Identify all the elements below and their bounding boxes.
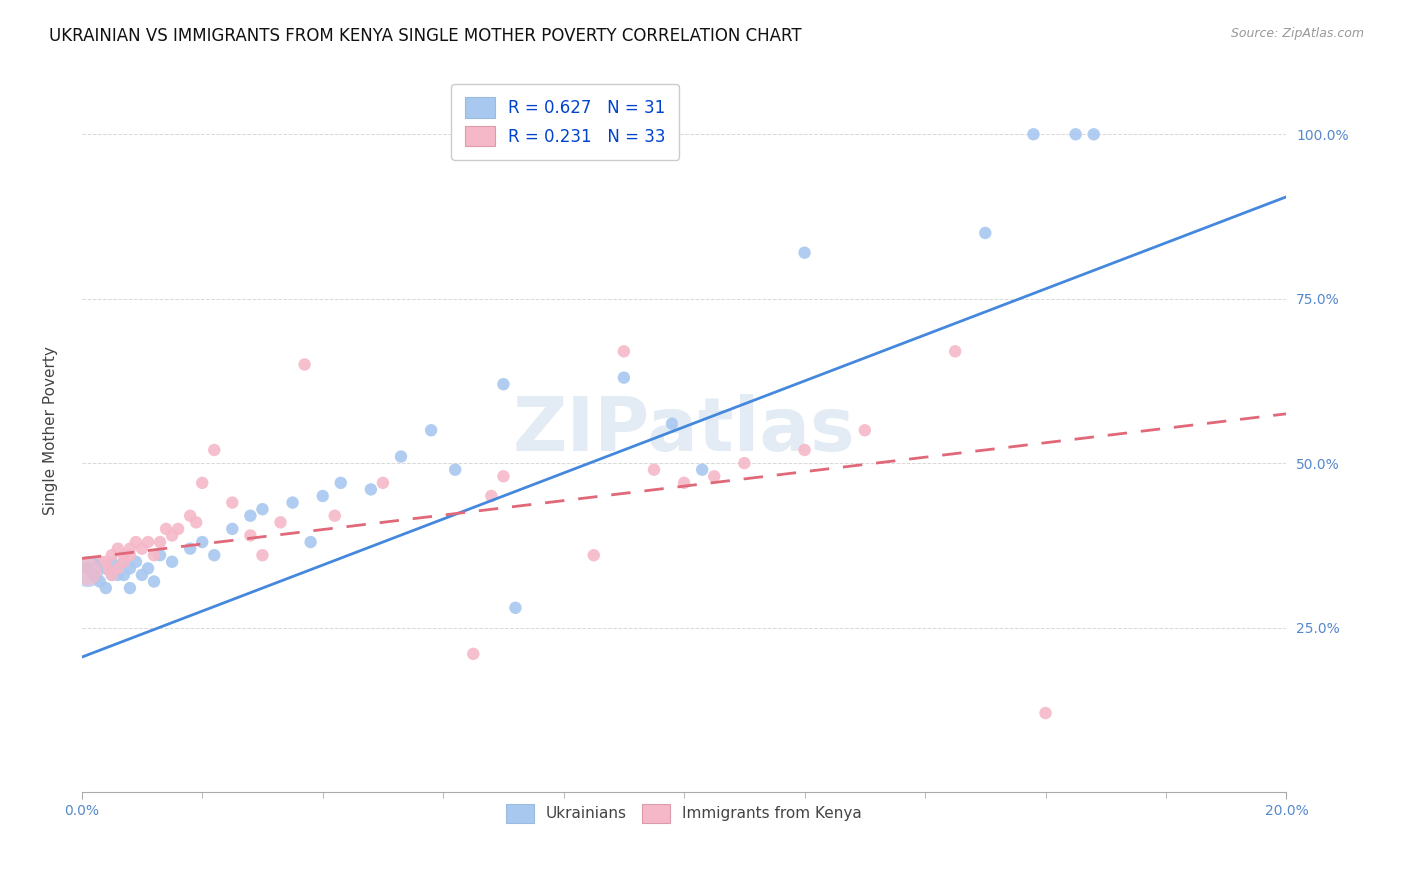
Point: [83, 568, 105, 582]
Point: [101, 548, 124, 562]
Point: [202, 442, 225, 457]
Point: [76, 561, 98, 575]
Point: [371, 475, 394, 490]
Point: [112, 548, 135, 562]
Point: [463, 647, 485, 661]
Point: [112, 555, 135, 569]
Point: [444, 463, 467, 477]
Point: [420, 423, 443, 437]
Point: [853, 423, 876, 437]
Point: [131, 568, 153, 582]
Point: [673, 475, 696, 490]
Text: ZIPatlas: ZIPatlas: [513, 393, 855, 467]
Point: [76, 565, 98, 579]
Point: [1035, 706, 1057, 720]
Point: [143, 574, 166, 589]
Point: [389, 450, 412, 464]
Point: [101, 568, 124, 582]
Point: [83, 568, 105, 582]
Point: [329, 475, 352, 490]
Point: [299, 535, 322, 549]
Text: Source: ZipAtlas.com: Source: ZipAtlas.com: [1230, 27, 1364, 40]
Point: [179, 541, 201, 556]
Point: [974, 226, 997, 240]
Point: [643, 463, 665, 477]
Point: [118, 548, 141, 562]
Point: [479, 489, 502, 503]
Text: UKRAINIAN VS IMMIGRANTS FROM KENYA SINGLE MOTHER POVERTY CORRELATION CHART: UKRAINIAN VS IMMIGRANTS FROM KENYA SINGL…: [49, 27, 801, 45]
Point: [252, 548, 274, 562]
Legend: Ukrainians, Immigrants from Kenya: Ukrainians, Immigrants from Kenya: [494, 792, 875, 835]
Point: [89, 574, 111, 589]
Point: [191, 475, 214, 490]
Point: [94, 561, 117, 575]
Point: [613, 370, 636, 384]
Point: [239, 528, 262, 542]
Point: [136, 561, 159, 575]
Point: [793, 245, 815, 260]
Point: [125, 555, 148, 569]
Point: [186, 516, 208, 530]
Point: [107, 568, 129, 582]
Point: [1022, 128, 1045, 142]
Point: [112, 555, 135, 569]
Point: [112, 568, 135, 582]
Point: [661, 417, 683, 431]
Point: [118, 581, 141, 595]
Point: [94, 581, 117, 595]
Point: [360, 483, 382, 497]
Point: [155, 522, 177, 536]
Point: [703, 469, 725, 483]
Point: [294, 358, 316, 372]
Point: [492, 377, 515, 392]
Point: [76, 565, 98, 579]
Point: [149, 548, 172, 562]
Point: [94, 555, 117, 569]
Point: [191, 535, 214, 549]
Point: [239, 508, 262, 523]
Point: [202, 548, 225, 562]
Point: [221, 522, 243, 536]
Point: [221, 495, 243, 509]
Point: [136, 535, 159, 549]
Point: [101, 555, 124, 569]
Point: [107, 561, 129, 575]
Point: [793, 442, 815, 457]
Point: [505, 600, 527, 615]
Point: [613, 344, 636, 359]
Point: [690, 463, 713, 477]
Point: [94, 561, 117, 575]
Y-axis label: Single Mother Poverty: Single Mother Poverty: [44, 346, 58, 515]
Point: [149, 535, 172, 549]
Point: [252, 502, 274, 516]
Point: [1064, 128, 1087, 142]
Point: [89, 555, 111, 569]
Point: [179, 508, 201, 523]
Point: [160, 528, 183, 542]
Point: [118, 561, 141, 575]
Point: [118, 541, 141, 556]
Point: [160, 555, 183, 569]
Point: [107, 541, 129, 556]
Point: [89, 555, 111, 569]
Point: [131, 541, 153, 556]
Point: [167, 522, 190, 536]
Point: [733, 456, 755, 470]
Point: [312, 489, 335, 503]
Point: [281, 495, 304, 509]
Point: [943, 344, 966, 359]
Point: [323, 508, 346, 523]
Point: [76, 561, 98, 575]
Point: [107, 561, 129, 575]
Point: [143, 548, 166, 562]
Point: [101, 568, 124, 582]
Point: [125, 535, 148, 549]
Point: [492, 469, 515, 483]
Point: [582, 548, 605, 562]
Point: [270, 516, 292, 530]
Point: [1083, 128, 1105, 142]
